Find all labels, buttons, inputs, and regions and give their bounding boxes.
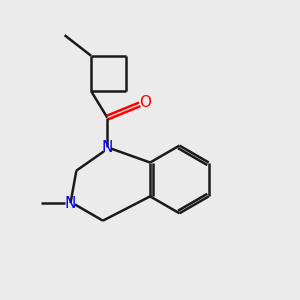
Text: N: N bbox=[102, 140, 113, 154]
Text: N: N bbox=[65, 196, 76, 211]
Text: O: O bbox=[139, 95, 151, 110]
